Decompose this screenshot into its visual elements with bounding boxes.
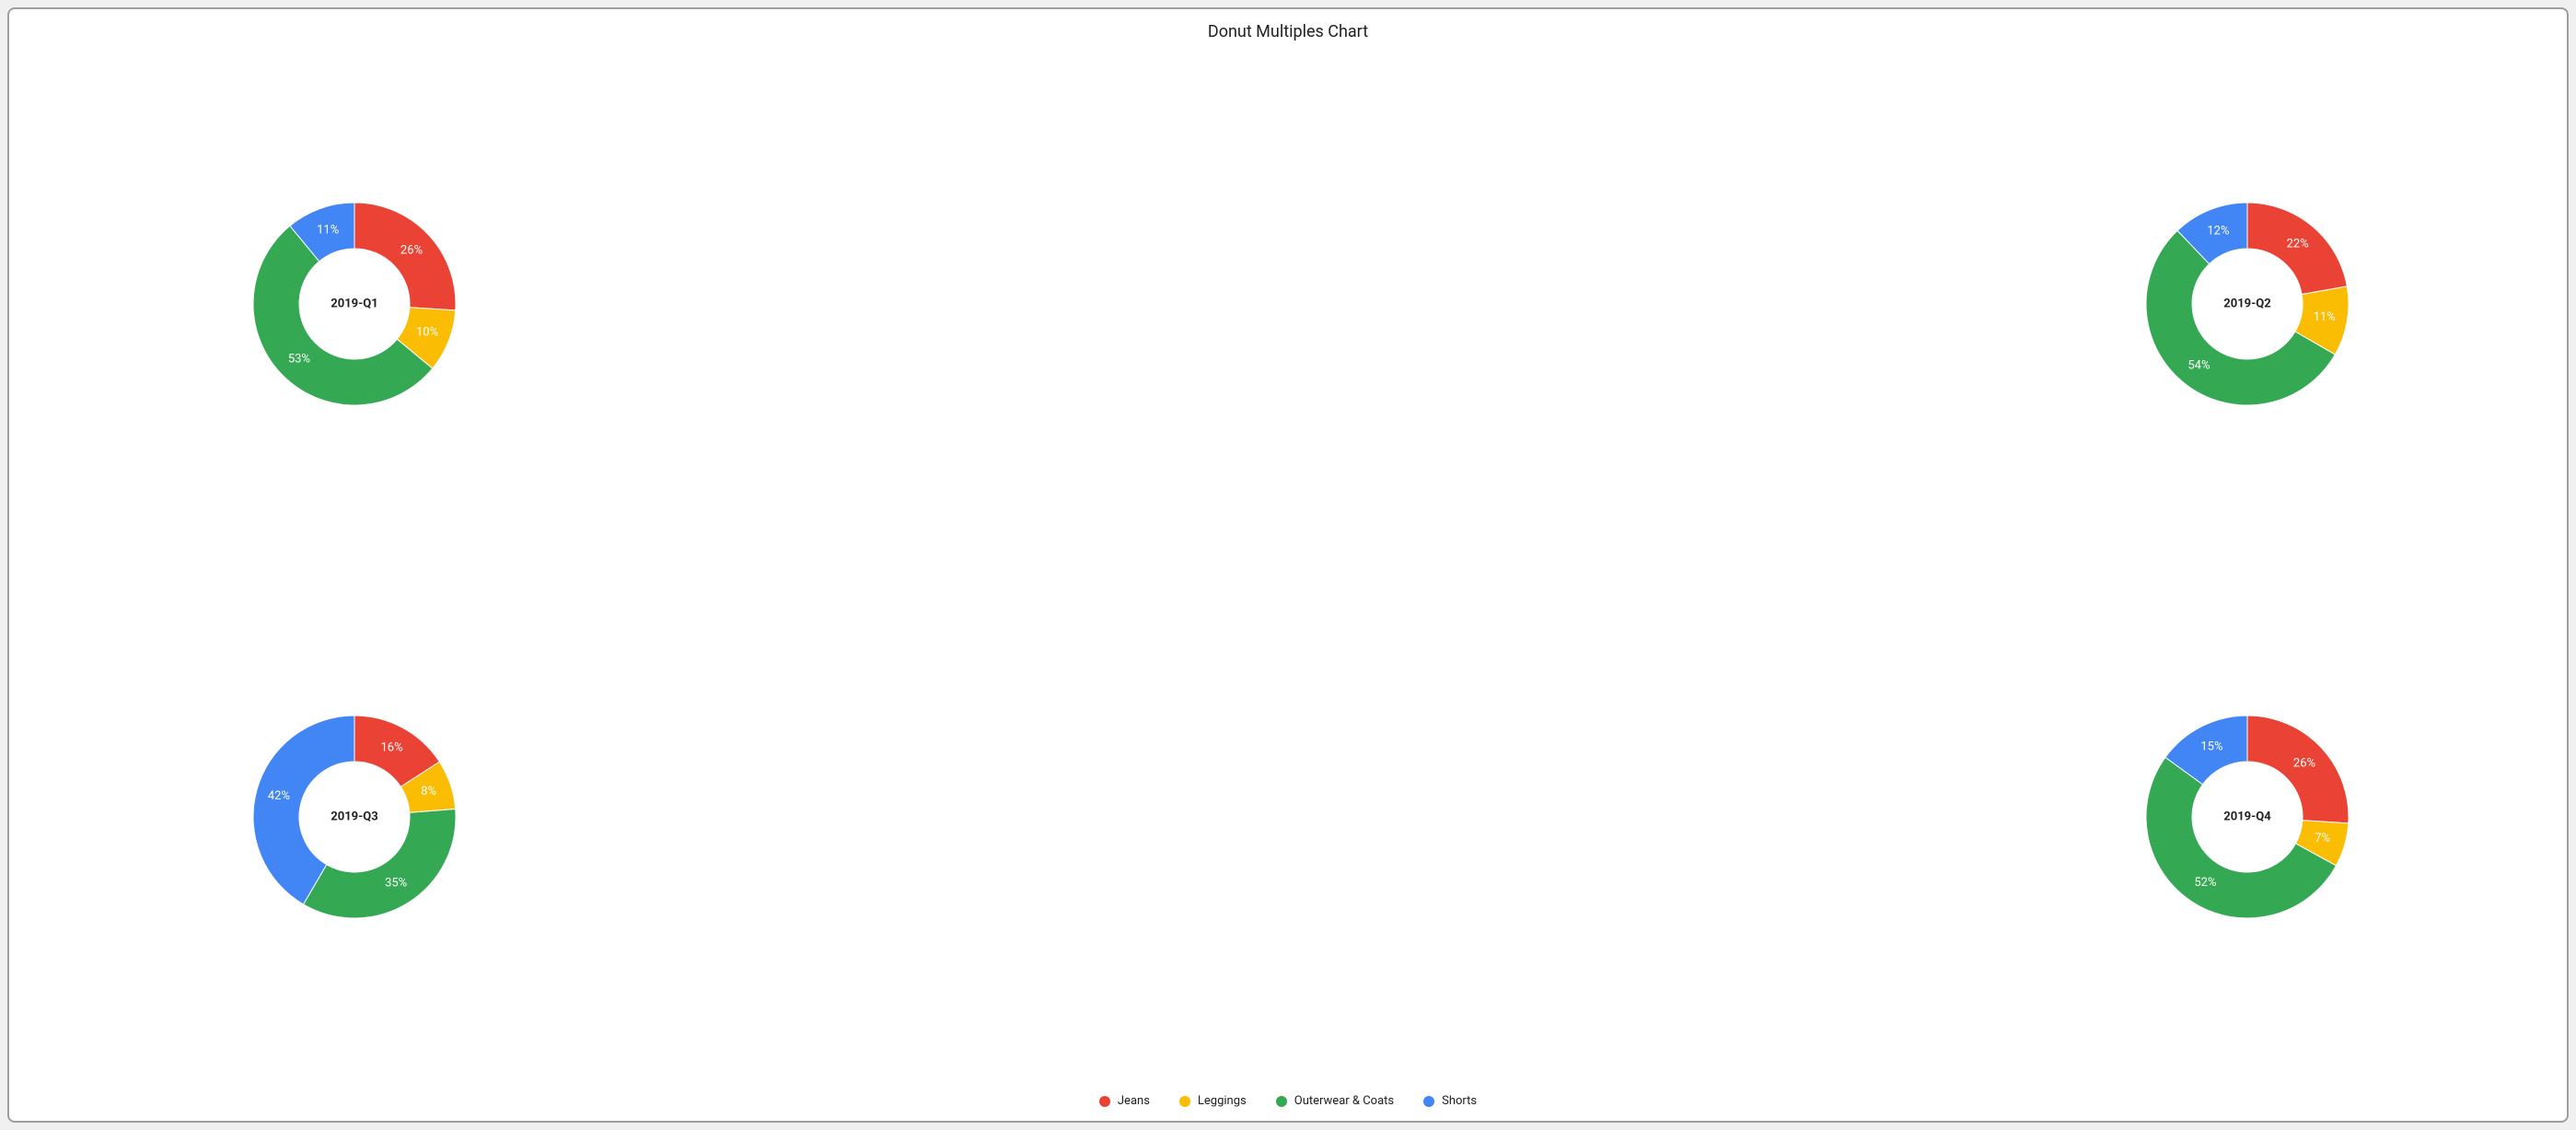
donut-slice-label: 8% — [421, 785, 436, 798]
donut-grid: 26%10%53%11%2019-Q1 22%11%54%12%2019-Q2 … — [9, 50, 2567, 1075]
donut-center-label: 2019-Q2 — [2223, 297, 2270, 311]
donut-chart: 22% 11% 54% 12% 2019-Q2 — [2123, 180, 2372, 428]
donut-slice-label: 54% — [2187, 359, 2210, 373]
donut-chart: 26% 10% 53% 11% 2019-Q1 — [230, 180, 479, 428]
donut-center-label: 2019-Q1 — [331, 297, 377, 311]
donut-slice-outerwear[interactable] — [304, 809, 456, 918]
donut-wrap: 16% 8% 35% 42% 2019-Q3 — [230, 693, 479, 945]
legend-item-jeans[interactable]: Jeans — [1099, 1094, 1150, 1108]
legend-label: Shorts — [1442, 1094, 1477, 1108]
donut-slice-label: 11% — [2313, 310, 2335, 324]
donut-panel-q2: 22% 11% 54% 12% 2019-Q2 — [1288, 50, 2567, 563]
donut-wrap: 22% 11% 54% 12% 2019-Q2 — [2123, 180, 2372, 432]
donut-wrap: 26% 7% 52% 15% 2019-Q4 — [2123, 693, 2372, 945]
donut-wrap: 26% 10% 53% 11% 2019-Q1 — [230, 180, 479, 432]
legend-label: Outerwear & Coats — [1294, 1094, 1394, 1108]
donut-center-label: 2019-Q4 — [2223, 810, 2271, 823]
donut-slice-label: 42% — [268, 789, 290, 803]
legend-swatch-shorts — [1423, 1096, 1434, 1107]
donut-center-label: 2019-Q3 — [331, 810, 377, 823]
donut-slice-label: 26% — [2293, 756, 2315, 770]
donut-slice-label: 35% — [385, 876, 407, 890]
chart-title: Donut Multiples Chart — [9, 9, 2567, 41]
donut-panel-q1: 26% 10% 53% 11% 2019-Q1 — [9, 50, 1288, 563]
legend: Jeans Leggings Outerwear & Coats Shorts — [9, 1094, 2567, 1108]
donut-slice-label: 26% — [400, 244, 423, 258]
donut-slice-label: 10% — [416, 326, 438, 340]
legend-label: Jeans — [1118, 1094, 1150, 1108]
legend-item-shorts[interactable]: Shorts — [1423, 1094, 1477, 1108]
donut-panel-q4: 26% 7% 52% 15% 2019-Q4 — [1288, 563, 2567, 1076]
legend-swatch-outerwear — [1276, 1096, 1287, 1107]
donut-slice-label: 22% — [2286, 238, 2308, 251]
donut-chart: 16% 8% 35% 42% 2019-Q3 — [230, 693, 479, 941]
donut-slice-label: 7% — [2315, 832, 2330, 845]
donut-slice-label: 53% — [288, 353, 310, 367]
legend-item-leggings[interactable]: Leggings — [1179, 1094, 1247, 1108]
chart-card: Donut Multiples Chart 26% 10% 53% 11% 2019-Q… — [7, 7, 2569, 1123]
donut-slice-label: 52% — [2194, 876, 2216, 890]
donut-chart: 26% 7% 52% 15% 2019-Q4 — [2123, 693, 2372, 941]
donut-slice-label: 16% — [381, 741, 403, 755]
donut-panel-q3: 16% 8% 35% 42% 2019-Q3 — [9, 563, 1288, 1076]
legend-label: Leggings — [1198, 1094, 1247, 1108]
legend-swatch-leggings — [1179, 1096, 1190, 1107]
donut-slice-label: 12% — [2207, 225, 2229, 239]
donut-slice-label: 11% — [317, 224, 339, 238]
legend-item-outerwear[interactable]: Outerwear & Coats — [1276, 1094, 1394, 1108]
legend-swatch-jeans — [1099, 1096, 1110, 1107]
donut-slice-label: 15% — [2200, 740, 2222, 753]
